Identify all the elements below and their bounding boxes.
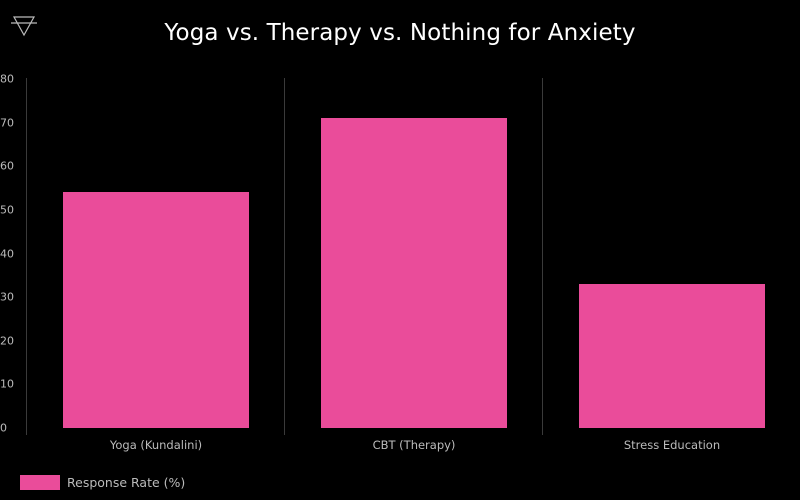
y-tick-label: 70 bbox=[0, 116, 14, 130]
category-divider bbox=[26, 78, 27, 435]
legend[interactable]: Response Rate (%) bbox=[20, 475, 185, 490]
legend-swatch bbox=[20, 475, 60, 490]
y-tick-label: 50 bbox=[0, 203, 14, 217]
category-divider bbox=[284, 78, 285, 435]
x-tick-label: Stress Education bbox=[623, 438, 721, 452]
y-tick-label: 40 bbox=[0, 247, 14, 260]
y-tick-label: 0 bbox=[0, 421, 7, 435]
legend-label: Response Rate (%) bbox=[67, 475, 186, 490]
bar[interactable] bbox=[63, 192, 249, 428]
bar[interactable] bbox=[321, 118, 507, 428]
bar[interactable] bbox=[579, 284, 765, 428]
earth-triangle-icon bbox=[11, 16, 37, 37]
x-tick-label: CBT (Therapy) bbox=[372, 438, 456, 452]
y-tick-label: 20 bbox=[0, 334, 14, 348]
y-tick-label: 80 bbox=[0, 72, 14, 86]
x-tick-label: Yoga (Kundalini) bbox=[109, 438, 203, 452]
y-tick-label: 30 bbox=[0, 290, 14, 304]
y-tick-label: 10 bbox=[0, 377, 14, 391]
chart-title: Yoga vs. Therapy vs. Nothing for Anxiety bbox=[164, 20, 636, 46]
category-divider bbox=[542, 78, 543, 435]
y-tick-label: 60 bbox=[0, 159, 14, 173]
